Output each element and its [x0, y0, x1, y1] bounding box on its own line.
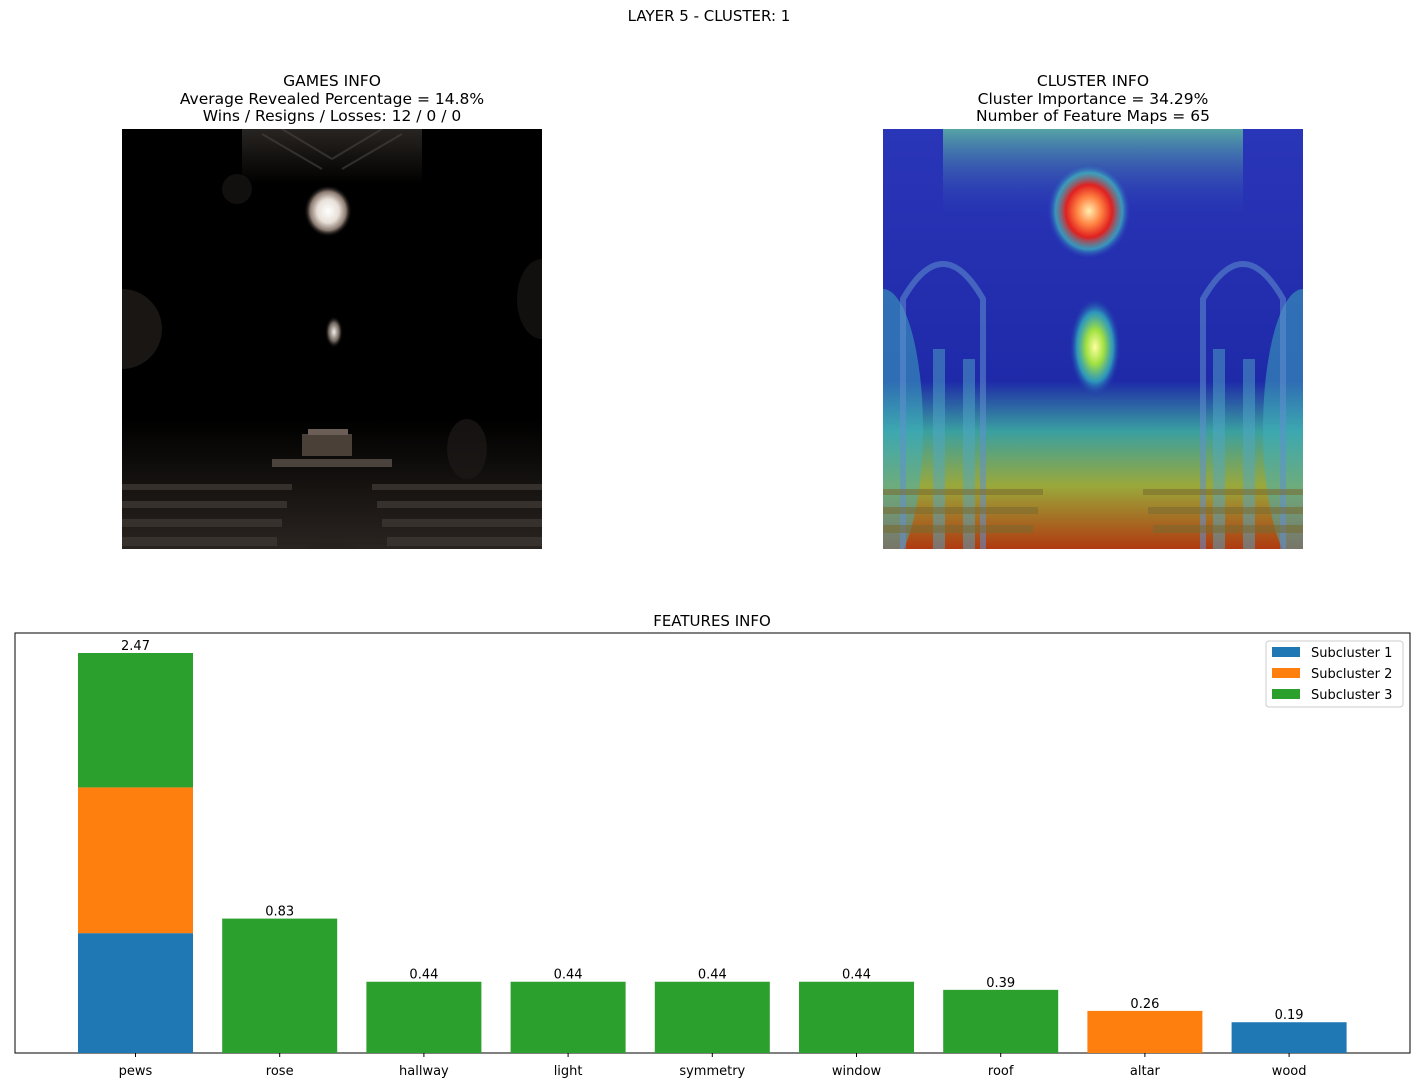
bar-pews-subcluster-3 — [78, 653, 193, 788]
cluster-info-title: CLUSTER INFO — [1036, 72, 1150, 90]
bar-value-label: 0.44 — [698, 968, 727, 983]
bar-symmetry-subcluster-3 — [654, 981, 770, 1053]
bar-light-subcluster-3 — [510, 981, 626, 1053]
cluster-info-feature-maps: Number of Feature Maps = 65 — [976, 107, 1210, 125]
bar-altar-subcluster-2 — [1087, 1010, 1203, 1053]
bar-value-label: 2.47 — [121, 639, 150, 654]
bar-roof-subcluster-3 — [943, 989, 1059, 1053]
bar-value-label: 0.44 — [554, 968, 583, 983]
legend-label-subcluster-1: Subcluster 1 — [1311, 646, 1392, 661]
x-tick-label: window — [832, 1064, 882, 1079]
cluster-info-title-block: CLUSTER INFO Cluster Importance = 34.29%… — [976, 72, 1210, 126]
masked-church-image-drawing — [122, 129, 542, 549]
x-tick-label: wood — [1272, 1064, 1307, 1079]
x-tick-label: altar — [1130, 1064, 1161, 1079]
games-info-title-block: GAMES INFO Average Revealed Percentage =… — [179, 72, 485, 126]
legend-box — [1265, 640, 1404, 708]
cluster-info-importance: Cluster Importance = 34.29% — [977, 89, 1209, 108]
bars-layer — [78, 653, 1347, 1053]
bar-value-label: 0.26 — [1130, 997, 1159, 1012]
bar-window-subcluster-3 — [799, 981, 914, 1053]
bar-pews-subcluster-2 — [78, 787, 193, 934]
masked-church-image — [122, 129, 542, 549]
x-axis: pews rose hallway light symmetry window roof al… — [119, 1053, 1307, 1079]
bar-value-label: 0.39 — [986, 976, 1015, 991]
x-tick-label: pews — [119, 1064, 153, 1079]
bar-value-label: 0.44 — [409, 968, 438, 983]
x-tick-label: rose — [266, 1064, 294, 1079]
bar-rose-subcluster-3 — [222, 918, 338, 1053]
bar-hallway-subcluster-3 — [366, 981, 482, 1053]
bar-value-label: 0.19 — [1275, 1008, 1304, 1023]
x-tick-label: light — [554, 1064, 583, 1079]
games-info-title: GAMES INFO — [283, 72, 381, 90]
legend-label-subcluster-2: Subcluster 2 — [1311, 667, 1392, 682]
x-tick-label: symmetry — [679, 1064, 745, 1079]
bar-value-label: 0.44 — [842, 968, 871, 983]
cluster-heatmap-image-drawing — [883, 129, 1303, 549]
x-tick-label: hallway — [399, 1064, 449, 1079]
games-info-results: Wins / Resigns / Losses: 12 / 0 / 0 — [202, 107, 462, 125]
value-labels-layer: 2.47 0.83 0.44 0.44 0.44 0.44 0.39 0.26 0.19 — [121, 639, 1304, 1023]
bar-value-label: 0.83 — [265, 905, 294, 920]
legend-label-subcluster-3: Subcluster 3 — [1311, 688, 1392, 703]
x-tick-label: roof — [988, 1064, 1014, 1079]
bar-wood-subcluster-1 — [1231, 1022, 1347, 1053]
legend-swatch-subcluster-2 — [1272, 668, 1300, 678]
figure-title: LAYER 5 - CLUSTER: 1 — [627, 7, 791, 25]
games-info-revealed-percentage: Average Revealed Percentage = 14.8% — [179, 89, 485, 108]
legend: Subcluster 1 Subcluster 2 Subcluster 3 — [1265, 640, 1404, 708]
legend-swatch-subcluster-1 — [1272, 647, 1300, 657]
bar-pews-subcluster-1 — [78, 933, 193, 1053]
legend-swatch-subcluster-3 — [1272, 689, 1300, 699]
cluster-heatmap-image — [883, 129, 1303, 549]
features-info-title: FEATURES INFO — [653, 612, 771, 630]
